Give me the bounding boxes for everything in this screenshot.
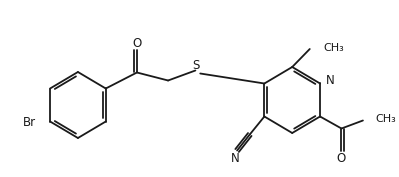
Text: S: S xyxy=(193,59,200,72)
Text: N: N xyxy=(326,74,335,87)
Text: Br: Br xyxy=(23,116,36,129)
Text: O: O xyxy=(337,152,346,165)
Text: N: N xyxy=(231,152,239,165)
Text: O: O xyxy=(132,37,142,50)
Text: CH₃: CH₃ xyxy=(323,43,344,53)
Text: CH₃: CH₃ xyxy=(375,115,396,124)
